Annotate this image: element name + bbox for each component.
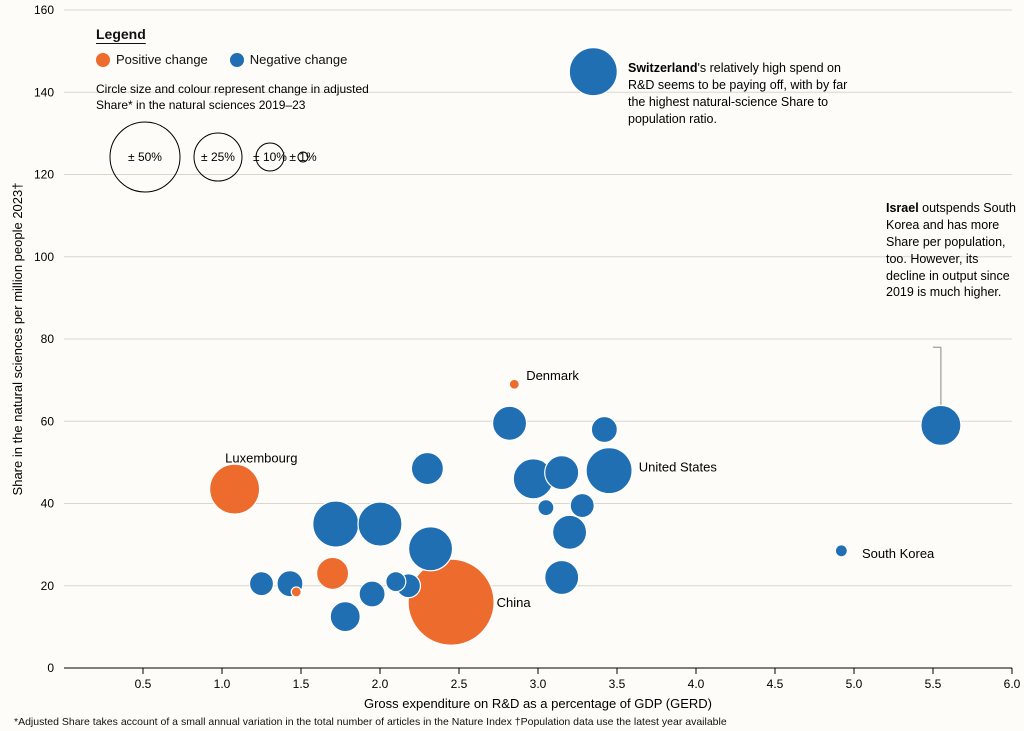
legend-size-label: ± 10% xyxy=(253,150,287,164)
legend-size-label: ± 50% xyxy=(128,150,162,164)
data-point xyxy=(921,405,961,445)
annotation-switzerland: Switzerland's relatively high spend on R… xyxy=(628,60,868,128)
point-label: South Korea xyxy=(862,546,935,561)
y-tick-label: 20 xyxy=(41,579,55,593)
legend-title: Legend xyxy=(96,26,396,42)
legend-size-label: ± 25% xyxy=(201,150,235,164)
data-point xyxy=(553,515,587,549)
data-point xyxy=(538,500,554,516)
point-label: United States xyxy=(639,459,718,474)
legend-negative-label: Negative change xyxy=(250,52,348,67)
data-point xyxy=(330,602,360,632)
data-point xyxy=(545,561,579,595)
y-tick-label: 120 xyxy=(34,168,54,182)
x-tick-label: 5.0 xyxy=(846,677,863,691)
legend-key-negative: Negative change xyxy=(230,52,348,67)
data-point xyxy=(313,501,359,547)
y-tick-label: 60 xyxy=(41,414,55,428)
y-tick-label: 140 xyxy=(34,85,54,99)
negative-dot-icon xyxy=(230,53,244,67)
x-tick-label: 4.0 xyxy=(688,677,705,691)
x-tick-label: 0.5 xyxy=(135,677,152,691)
legend-positive-label: Positive change xyxy=(116,52,208,67)
x-axis-label: Gross expenditure on R&D as a percentage… xyxy=(364,696,712,711)
legend-size-caption: Circle size and colour represent change … xyxy=(96,81,396,113)
data-point xyxy=(545,456,579,490)
chart-footnote: *Adjusted Share takes account of a small… xyxy=(14,716,727,728)
legend-keys: Positive change Negative change xyxy=(96,52,396,67)
point-label: Luxembourg xyxy=(225,450,297,465)
data-point xyxy=(569,48,617,96)
data-point xyxy=(291,587,301,597)
point-label: Denmark xyxy=(526,368,579,383)
y-tick-label: 40 xyxy=(41,497,55,511)
positive-dot-icon xyxy=(96,53,110,67)
data-point xyxy=(409,527,453,571)
data-point xyxy=(386,572,406,592)
bubble-chart: 0 20 40 60 80 100 120 140 160 0.5 1.0 1.5 2.0 2.5 3.0 3… xyxy=(0,0,1024,731)
data-point xyxy=(493,406,527,440)
x-tick-label: 2.0 xyxy=(372,677,389,691)
x-tick-label: 4.5 xyxy=(767,677,784,691)
y-tick-label: 0 xyxy=(47,661,54,675)
x-tick-label: 3.0 xyxy=(530,677,547,691)
data-point xyxy=(317,557,349,589)
legend-key-positive: Positive change xyxy=(96,52,208,67)
x-tick-label: 1.5 xyxy=(293,677,310,691)
y-axis-label: Share in the natural sciences per millio… xyxy=(10,183,25,496)
annotation-israel: Israel outspends South Korea and has mor… xyxy=(886,200,1021,301)
x-tick-label: 1.0 xyxy=(214,677,231,691)
y-tick-label: 100 xyxy=(34,250,54,264)
data-point xyxy=(835,545,847,557)
legend-size-label: ± 1% xyxy=(289,150,317,164)
x-tick-label: 3.5 xyxy=(609,677,626,691)
legend-box: Legend Positive change Negative change C… xyxy=(96,26,396,203)
data-point xyxy=(509,379,519,389)
data-point xyxy=(210,464,260,514)
x-tick-label: 2.5 xyxy=(451,677,468,691)
data-point xyxy=(591,416,617,442)
data-point xyxy=(586,448,632,494)
data-point xyxy=(358,502,402,546)
x-tick-label: 6.0 xyxy=(1004,677,1021,691)
data-point xyxy=(408,559,494,645)
legend-size-examples: ± 50% ± 25% ± 10%± 1% xyxy=(96,113,396,203)
data-point xyxy=(359,581,385,607)
point-label: China xyxy=(497,595,532,610)
y-tick-label: 160 xyxy=(34,3,54,17)
x-tick-label: 5.5 xyxy=(925,677,942,691)
data-point xyxy=(250,572,274,596)
data-point xyxy=(411,453,443,485)
data-point xyxy=(570,494,594,518)
y-tick-label: 80 xyxy=(41,332,55,346)
